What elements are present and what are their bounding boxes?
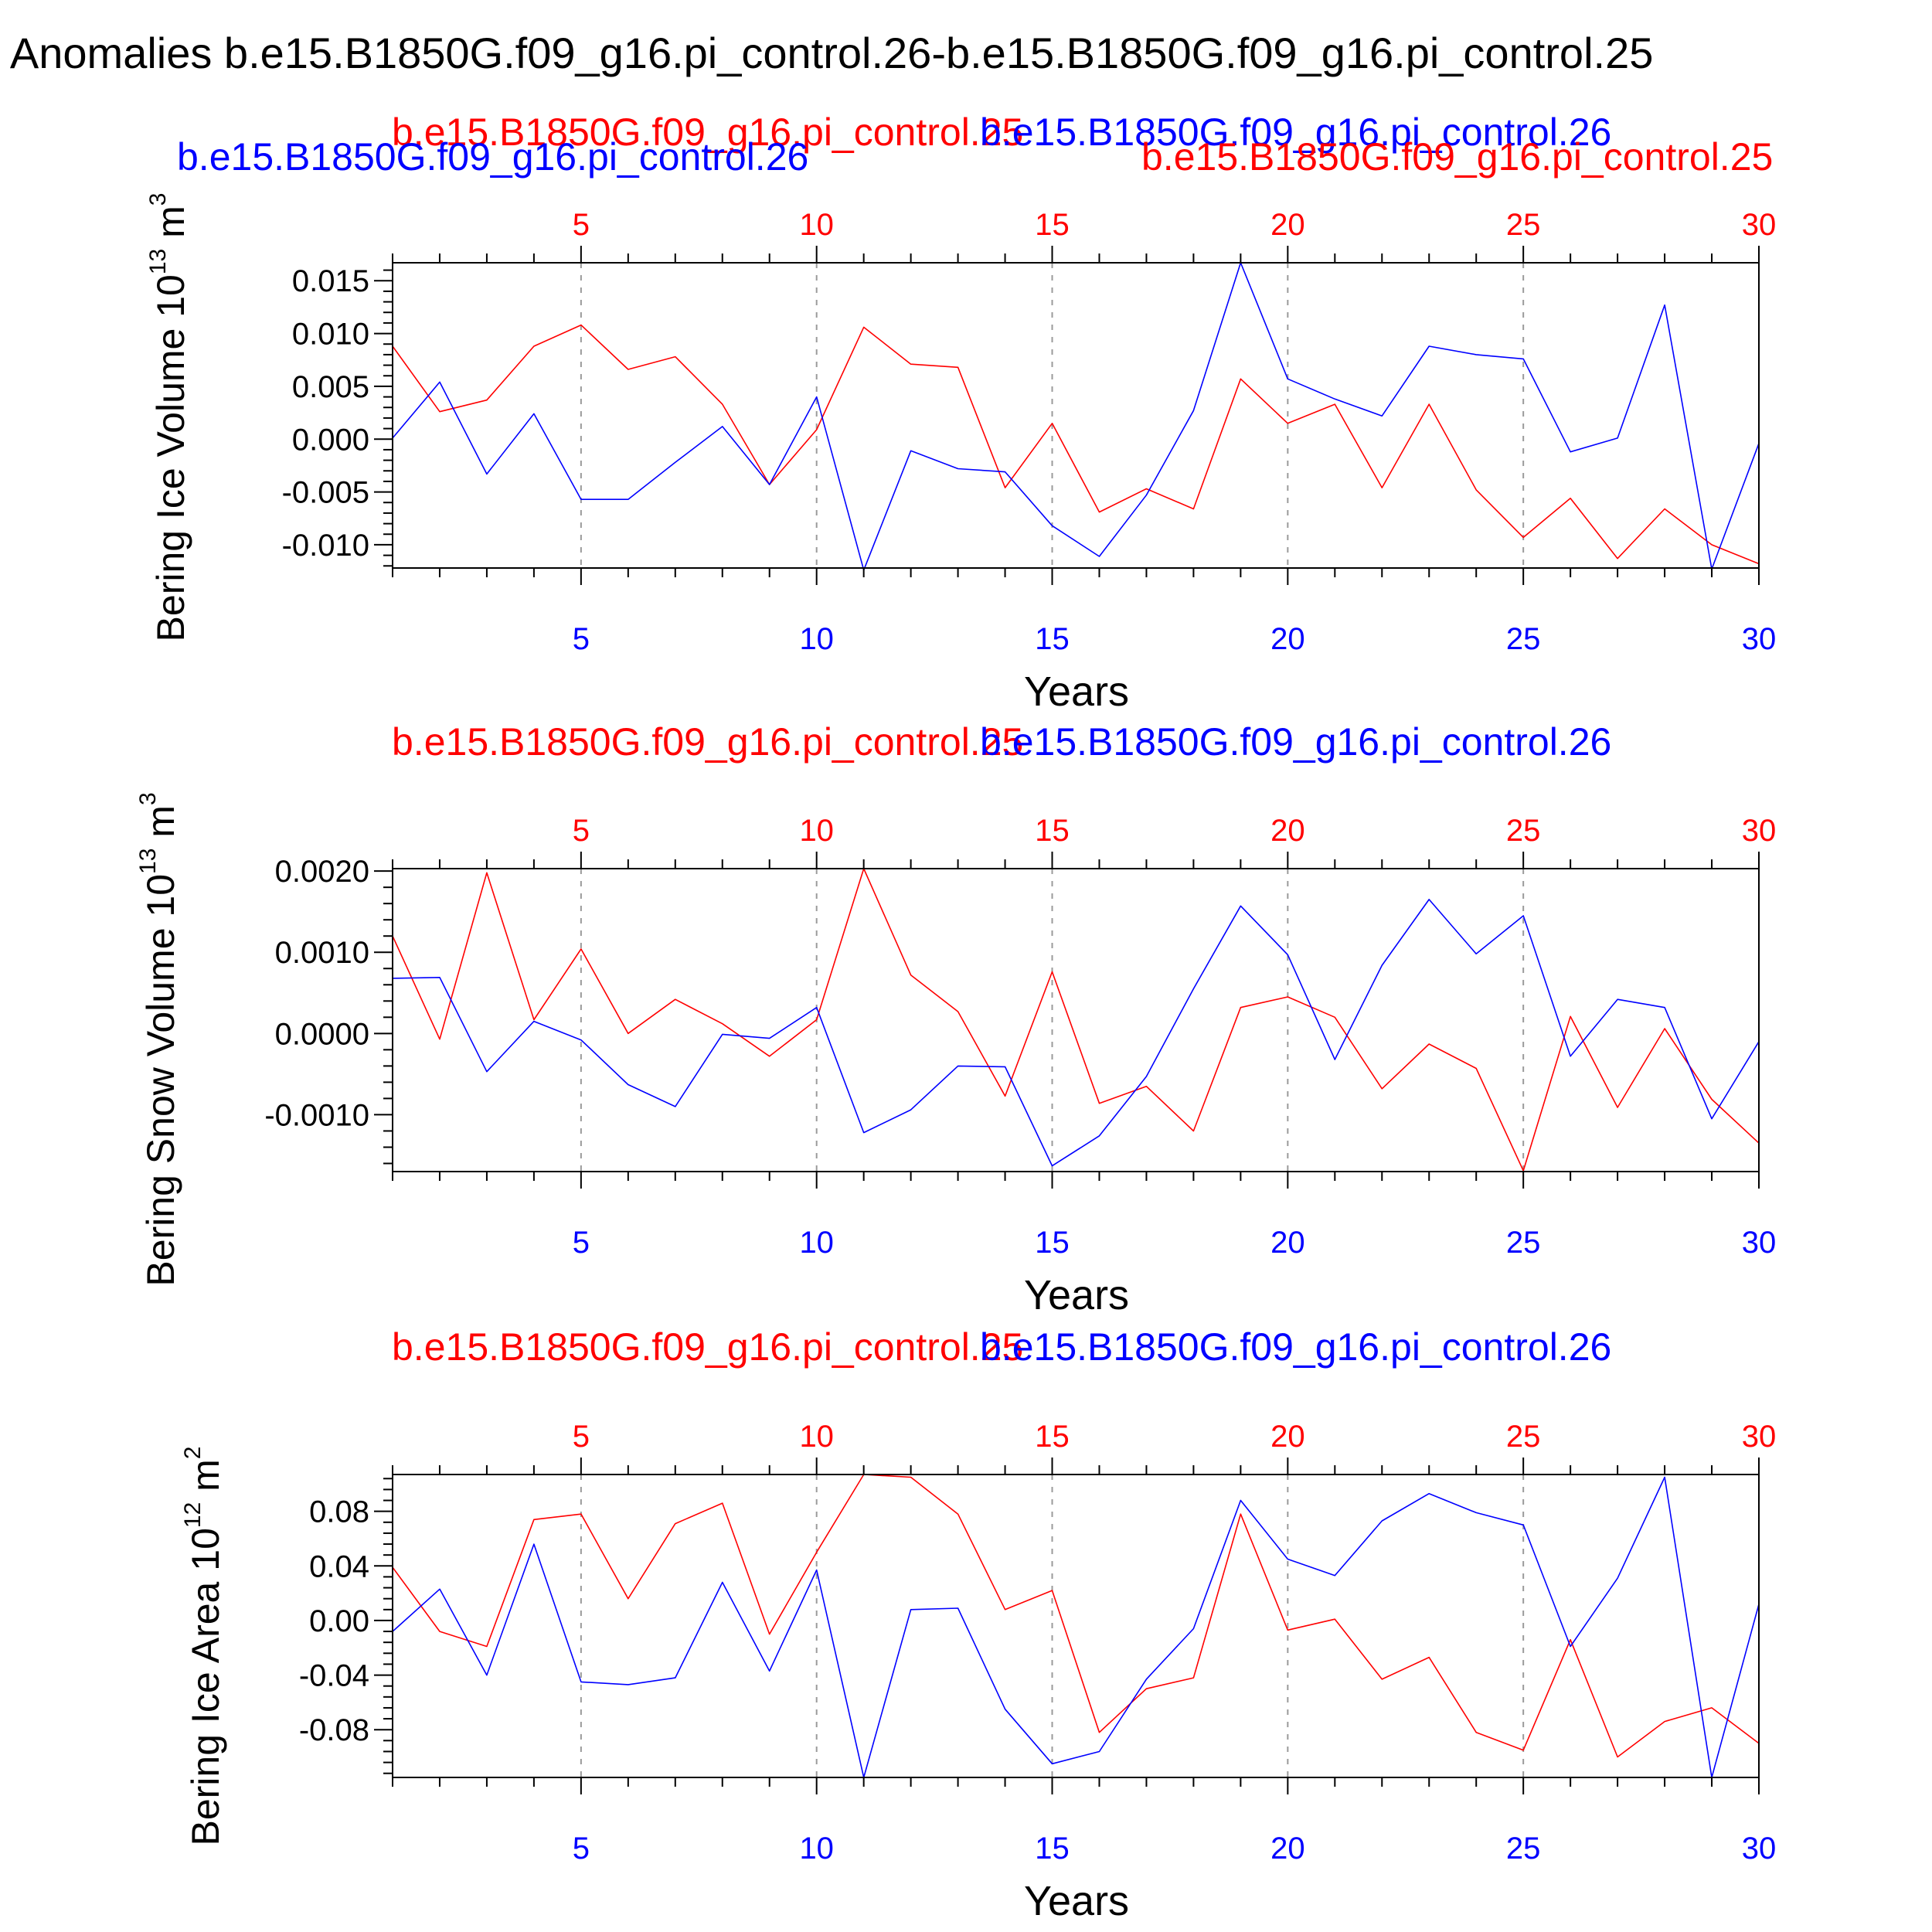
panel-title-red: b.e15.B1850G.f09_g16.pi_control.25 bbox=[392, 111, 1023, 154]
x-tick-label-top: 10 bbox=[799, 814, 834, 848]
y-tick-label: -0.005 bbox=[282, 476, 369, 510]
panel-title-blue: b.e15.B1850G.f09_g16.pi_control.26 bbox=[980, 1325, 1611, 1369]
x-tick-label-bottom: 15 bbox=[1035, 1226, 1070, 1260]
y-tick-label: 0.015 bbox=[292, 264, 369, 298]
y-tick-label: 0.010 bbox=[292, 318, 369, 352]
x-tick-label-top: 15 bbox=[1035, 208, 1070, 242]
x-tick-label-top: 25 bbox=[1506, 1420, 1541, 1454]
x-tick-label-top: 5 bbox=[573, 814, 590, 848]
y-tick-label: -0.04 bbox=[299, 1659, 369, 1693]
series-line-red bbox=[392, 868, 1760, 1172]
series-line-blue bbox=[392, 899, 1760, 1167]
plot-frame bbox=[392, 262, 1760, 569]
y-tick-label: 0.0020 bbox=[275, 855, 369, 889]
x-tick-label-bottom: 10 bbox=[799, 1226, 834, 1260]
y-tick-label: 0.00 bbox=[309, 1604, 369, 1638]
x-tick-label-top: 10 bbox=[799, 208, 834, 242]
series-line-red bbox=[392, 1474, 1760, 1758]
x-tick-label-top: 20 bbox=[1270, 1420, 1305, 1454]
y-tick-label: -0.08 bbox=[299, 1713, 369, 1747]
y-tick-label: 0.000 bbox=[292, 423, 369, 457]
chart-panel-2: 5 5 10 10 15 15 20 20 25 25 30 30 -0.0010 0.0000 0.001… bbox=[135, 720, 1776, 1318]
x-tick-label-bottom: 20 bbox=[1270, 622, 1305, 656]
x-tick-label-bottom: 25 bbox=[1506, 1226, 1541, 1260]
x-tick-label-bottom: 20 bbox=[1270, 1832, 1305, 1866]
y-axis-label: Bering Snow Volume 1013 m3 bbox=[135, 792, 182, 1286]
x-tick-label-bottom: 5 bbox=[573, 1226, 590, 1260]
chart-panel-3: 5 5 10 10 15 15 20 20 25 25 30 30 -0.08 -0.04 0.00 0.04… bbox=[180, 1325, 1776, 1924]
x-tick-label-top: 20 bbox=[1270, 814, 1305, 848]
x-tick-label-bottom: 10 bbox=[799, 1832, 834, 1866]
x-tick-label-top: 5 bbox=[573, 1420, 590, 1454]
y-tick-label: 0.04 bbox=[309, 1549, 369, 1583]
y-tick-label: -0.010 bbox=[282, 529, 369, 563]
x-tick-label-bottom: 15 bbox=[1035, 1832, 1070, 1866]
chart-panel-1: 5 5 10 10 15 15 20 20 25 25 30 30 -0.010 -0.005 0.000 0… bbox=[145, 111, 1776, 715]
x-tick-label-top: 15 bbox=[1035, 814, 1070, 848]
x-tick-label-bottom: 25 bbox=[1506, 622, 1541, 656]
x-tick-label-top: 5 bbox=[573, 208, 590, 242]
y-tick-label: 0.08 bbox=[309, 1495, 369, 1529]
x-tick-label-top: 30 bbox=[1742, 208, 1777, 242]
page-title: l Anomalies b.e15.B1850G.f09_g16.pi_cont… bbox=[0, 29, 1653, 77]
x-tick-label-bottom: 25 bbox=[1506, 1832, 1541, 1866]
y-tick-label: 0.005 bbox=[292, 370, 369, 404]
x-tick-label-bottom: 5 bbox=[573, 1832, 590, 1866]
y-axis-label: Bering Ice Area 1012 m2 bbox=[180, 1447, 227, 1846]
x-tick-label-bottom: 20 bbox=[1270, 1226, 1305, 1260]
y-tick-label: 0.0010 bbox=[275, 936, 369, 970]
x-tick-label-bottom: 30 bbox=[1742, 1226, 1777, 1260]
x-tick-label-top: 25 bbox=[1506, 208, 1541, 242]
plot-frame bbox=[392, 1474, 1760, 1778]
x-tick-label-top: 30 bbox=[1742, 814, 1777, 848]
x-tick-label-bottom: 30 bbox=[1742, 1832, 1777, 1866]
series-line-blue bbox=[392, 1476, 1760, 1778]
x-tick-label-bottom: 30 bbox=[1742, 622, 1777, 656]
y-tick-label: 0.0000 bbox=[275, 1017, 369, 1051]
panel-title-blue: b.e15.B1850G.f09_g16.pi_control.26 bbox=[177, 135, 808, 179]
x-axis-label: Years bbox=[1024, 1878, 1129, 1924]
charts-container: 5510101515202025253030-0.010-0.0050.0000… bbox=[135, 111, 1776, 1924]
panel-title-red: b.e15.B1850G.f09_g16.pi_control.25 bbox=[1141, 135, 1773, 179]
x-tick-label-top: 20 bbox=[1270, 208, 1305, 242]
x-tick-label-top: 25 bbox=[1506, 814, 1541, 848]
y-axis-label: Bering Ice Volume 1013 m3 bbox=[145, 193, 192, 642]
panel-title-blue: b.e15.B1850G.f09_g16.pi_control.26 bbox=[980, 111, 1611, 154]
plot-frame bbox=[392, 868, 1760, 1172]
panel-title-red: b.e15.B1850G.f09_g16.pi_control.25 bbox=[392, 1325, 1023, 1369]
x-axis-label: Years bbox=[1024, 668, 1129, 715]
x-tick-label-top: 10 bbox=[799, 1420, 834, 1454]
series-line-blue bbox=[392, 262, 1760, 571]
series-line-red bbox=[392, 324, 1760, 565]
x-tick-label-bottom: 10 bbox=[799, 622, 834, 656]
x-tick-label-bottom: 5 bbox=[573, 622, 590, 656]
x-tick-label-top: 30 bbox=[1742, 1420, 1777, 1454]
y-tick-label: -0.0010 bbox=[264, 1098, 369, 1132]
x-axis-label: Years bbox=[1024, 1272, 1129, 1318]
panel-title-red: b.e15.B1850G.f09_g16.pi_control.25 bbox=[392, 720, 1023, 764]
panel-title-blue: b.e15.B1850G.f09_g16.pi_control.26 bbox=[980, 720, 1611, 764]
x-tick-label-bottom: 15 bbox=[1035, 622, 1070, 656]
x-tick-label-top: 15 bbox=[1035, 1420, 1070, 1454]
